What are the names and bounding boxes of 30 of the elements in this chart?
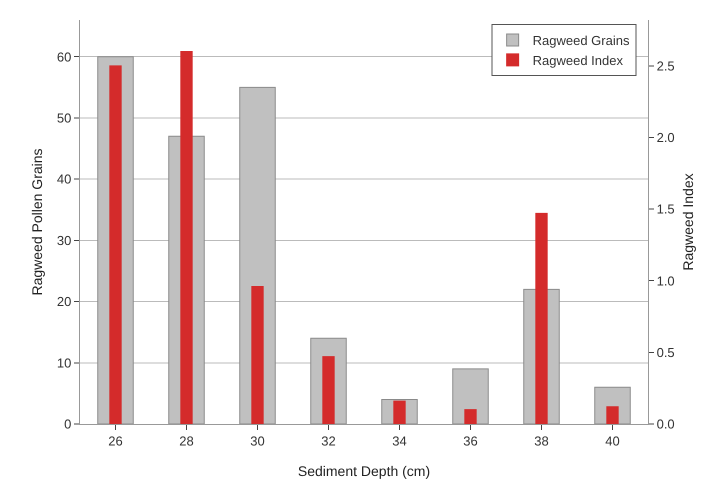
y2-tick-label: 1.0 xyxy=(656,273,675,288)
legend-label: Ragweed Index xyxy=(532,52,624,68)
y-tick-label: 10 xyxy=(56,355,72,370)
y-tick-label: 20 xyxy=(56,294,72,310)
y-tick-label: 30 xyxy=(56,232,72,248)
y-tick-label: 0 xyxy=(64,416,72,432)
x-tick-label: 28 xyxy=(179,434,194,449)
x-tick-label: 32 xyxy=(321,434,336,449)
bar xyxy=(606,406,619,424)
x-tick-label: 30 xyxy=(250,434,265,449)
x-tick-label: 40 xyxy=(605,434,620,449)
x-axis-title: Sediment Depth (cm) xyxy=(298,463,430,479)
y2-tick-label: 0.0 xyxy=(656,416,675,432)
y2-tick-label: 2.5 xyxy=(656,58,675,74)
y-tick-label: 40 xyxy=(56,172,72,187)
y-axis-title: Ragweed Pollen Grains xyxy=(29,148,45,296)
y-tick-label: 60 xyxy=(56,49,72,64)
y2-tick-label: 1.5 xyxy=(656,202,675,217)
bar xyxy=(452,368,489,424)
x-tick-label: 38 xyxy=(534,434,549,449)
bar xyxy=(464,409,477,424)
x-tick-label: 26 xyxy=(108,434,123,449)
y-tick-label: 50 xyxy=(56,110,72,126)
y2-tick-label: 0.5 xyxy=(656,344,675,360)
y2-tick-label: 2.0 xyxy=(656,130,675,146)
bar xyxy=(251,286,264,424)
y2-axis-title: Ragweed Index xyxy=(680,173,696,271)
legend-label: Ragweed Grains xyxy=(532,33,630,48)
x-tick-label: 36 xyxy=(463,434,478,449)
x-tick-label: 34 xyxy=(392,434,407,449)
